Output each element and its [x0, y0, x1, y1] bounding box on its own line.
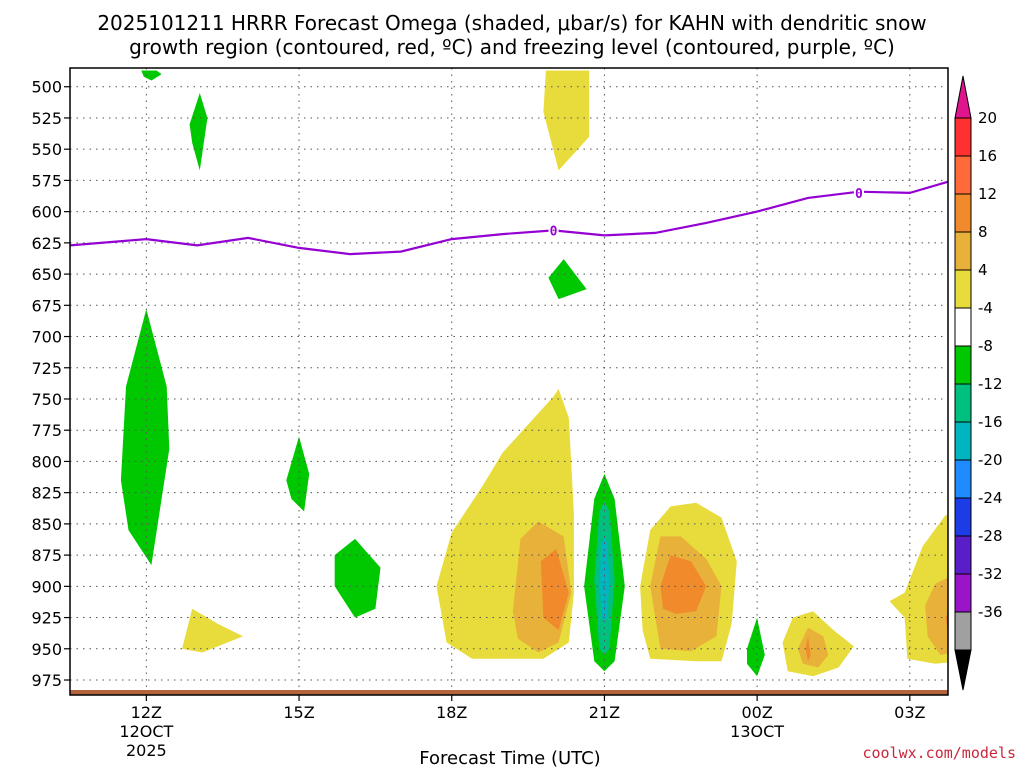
- y-tick-label-775: 775: [31, 421, 62, 440]
- freezing-label-1: 0: [855, 187, 863, 202]
- colorbar-level-5: -4: [978, 299, 993, 317]
- colorbar-top-arrow: [954, 75, 972, 119]
- y-tick-label-800: 800: [31, 452, 62, 471]
- colorbar-level-0: 20: [978, 109, 997, 127]
- x-tick-label-21Z: 21Z: [589, 703, 620, 722]
- omega-region-4: [334, 538, 381, 618]
- x-tick-label-03Z: 03Z: [894, 703, 925, 722]
- colorbar-level-7: -12: [978, 375, 1003, 393]
- colorbar-level-12: -32: [978, 565, 1003, 583]
- y-tick-label-950: 950: [31, 640, 62, 659]
- chart-title-line2: growth region (contoured, red, ºC) and f…: [129, 35, 895, 59]
- y-tick-label-925: 925: [31, 609, 62, 628]
- omega-region-6: [543, 70, 590, 171]
- y-tick-label-725: 725: [31, 359, 62, 378]
- colorbar-segment-1: [954, 155, 972, 195]
- grid-lines: [70, 68, 948, 695]
- colorbar-segment-9: [954, 459, 972, 499]
- omega-region-10: [540, 548, 569, 631]
- colorbar-segment-2: [954, 193, 972, 233]
- colorbar-segment-11: [954, 535, 972, 575]
- y-tick-label-825: 825: [31, 484, 62, 503]
- terrain: [70, 690, 948, 695]
- colorbar-segment-6: [954, 345, 972, 385]
- x-tick-label-00Z: 00Z: [741, 703, 772, 722]
- y-axis-ticks: 500 525 550 575 600 625 650 675 700 725 750 775 800 8…: [31, 78, 70, 690]
- y-tick-label-575: 575: [31, 171, 62, 190]
- omega-region-0: [141, 70, 162, 81]
- omega-region-7: [182, 608, 244, 653]
- omega-region-2: [120, 309, 170, 566]
- freezing-level-contour: [70, 180, 948, 256]
- chart-title-line1: 2025101211 HRRR Forecast Omega (shaded, …: [97, 11, 926, 35]
- colorbar-level-10: -24: [978, 489, 1003, 507]
- y-tick-label-900: 900: [31, 577, 62, 596]
- y-tick-label-650: 650: [31, 265, 62, 284]
- freezing-label-bg-0: [548, 222, 559, 238]
- omega-shaded-regions: [120, 70, 948, 677]
- colorbar-level-3: 8: [978, 223, 988, 241]
- colorbar-segment-12: [954, 573, 972, 613]
- colorbar-level-1: 16: [978, 147, 997, 165]
- y-tick-label-500: 500: [31, 78, 62, 97]
- y-tick-label-525: 525: [31, 109, 62, 128]
- y-tick-label-600: 600: [31, 203, 62, 222]
- colorbar-segment-13: [954, 611, 972, 651]
- colorbar-bottom-arrow: [954, 649, 972, 691]
- colorbar: 20 16 12 8 4 -4 -8 -12 -16 -20 -24 -28 -32 -36: [954, 75, 1003, 691]
- source-credit: coolwx.com/models: [862, 744, 1016, 762]
- y-tick-label-875: 875: [31, 546, 62, 565]
- y-tick-label-750: 750: [31, 390, 62, 409]
- colorbar-segment-3: [954, 231, 972, 271]
- freezing-level-line: [70, 180, 948, 256]
- y-tick-label-850: 850: [31, 515, 62, 534]
- freezing-label-0: 0: [550, 224, 558, 239]
- colorbar-segment-10: [954, 497, 972, 537]
- x-tick-date-00Z: 13OCT: [730, 722, 784, 741]
- colorbar-segment-4: [954, 269, 972, 309]
- omega-region-19: [797, 627, 829, 668]
- colorbar-level-13: -36: [978, 603, 1003, 621]
- colorbar-segment-5: [954, 307, 972, 347]
- y-tick-label-675: 675: [31, 296, 62, 315]
- omega-region-5: [548, 259, 587, 300]
- x-tick-label-12Z: 12Z: [131, 703, 162, 722]
- y-tick-label-975: 975: [31, 671, 62, 690]
- colorbar-level-6: -8: [978, 337, 993, 355]
- omega-region-16: [660, 555, 707, 614]
- colorbar-level-9: -20: [978, 451, 1003, 469]
- colorbar-segment-8: [954, 421, 972, 461]
- colorbar-level-8: -16: [978, 413, 1003, 431]
- y-tick-label-625: 625: [31, 234, 62, 253]
- x-tick-year-12Z: 2025: [126, 741, 167, 760]
- colorbar-level-11: -28: [978, 527, 1003, 545]
- y-tick-label-550: 550: [31, 140, 62, 159]
- omega-region-3: [286, 436, 310, 512]
- y-tick-label-700: 700: [31, 328, 62, 347]
- x-tick-date-12Z: 12OCT: [119, 722, 173, 741]
- omega-region-17: [747, 617, 765, 677]
- colorbar-level-4: 4: [978, 261, 988, 279]
- omega-region-21: [889, 515, 948, 664]
- colorbar-level-2: 12: [978, 185, 997, 203]
- x-axis-label: Forecast Time (UTC): [419, 748, 600, 768]
- plot-frame: [69, 67, 949, 696]
- freezing-level-labels: 00: [548, 184, 864, 239]
- colorbar-segment-7: [954, 383, 972, 423]
- x-tick-label-18Z: 18Z: [436, 703, 467, 722]
- omega-region-13: [599, 536, 610, 624]
- terrain-band: [70, 690, 948, 695]
- colorbar-segment-0: [954, 117, 972, 157]
- x-tick-label-15Z: 15Z: [283, 703, 314, 722]
- omega-region-1: [189, 93, 208, 171]
- omega-region-20: [805, 636, 811, 662]
- freezing-label-bg-1: [853, 184, 864, 200]
- omega-region-22: [925, 577, 948, 655]
